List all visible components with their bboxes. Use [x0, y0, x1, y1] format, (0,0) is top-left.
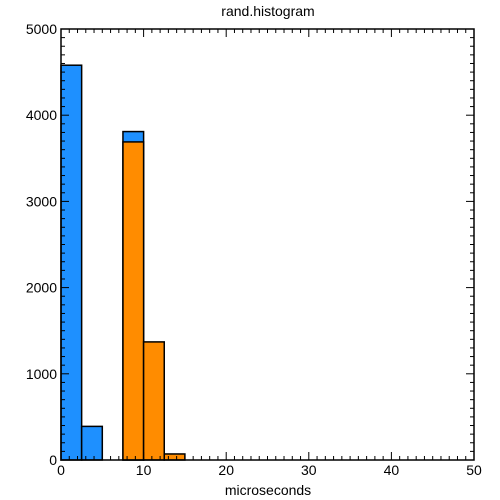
x-axis-label: microseconds	[225, 482, 311, 498]
x-tick-label: 40	[384, 462, 400, 478]
histogram-bar-s0-b0	[60, 64, 83, 461]
y-tick-label: 4000	[26, 107, 57, 123]
histogram-bar-s0-b1	[80, 425, 104, 461]
y-tick-label: 5000	[26, 21, 57, 37]
histogram-bar-s1-b1	[142, 341, 166, 461]
y-tick-label: 3000	[26, 193, 57, 209]
y-tick-label: 0	[49, 452, 57, 468]
x-tick-label: 0	[57, 462, 65, 478]
x-tick-label: 30	[301, 462, 317, 478]
x-tick-label: 10	[136, 462, 152, 478]
y-tick-label: 1000	[26, 366, 57, 382]
tick-labels-layer: 0 10 20 30 40 50 0 1000 2000 3000 4000 5000	[26, 21, 482, 478]
histogram-bar-s1-b0	[122, 141, 145, 461]
plot-frame	[60, 28, 475, 461]
chart-title: rand.histogram	[221, 3, 314, 19]
x-tick-label: 50	[466, 462, 482, 478]
x-tick-label: 20	[218, 462, 234, 478]
y-tick-label: 2000	[26, 280, 57, 296]
histogram-bar-s1-b2	[163, 453, 186, 461]
bars-layer	[60, 64, 186, 461]
